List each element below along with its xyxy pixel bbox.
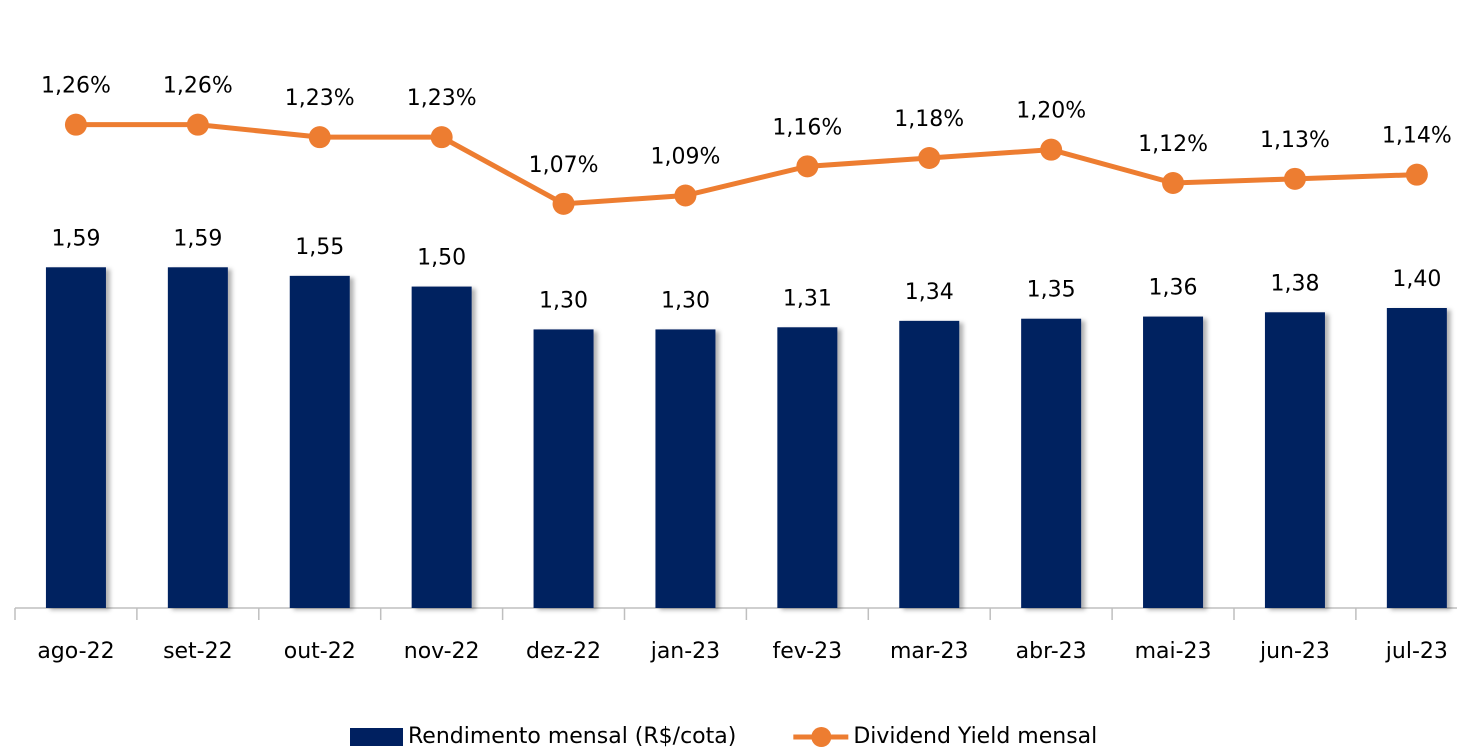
line-point <box>552 192 575 215</box>
bar <box>289 275 350 608</box>
bar <box>1386 308 1447 608</box>
line-value-label: 1,18% <box>894 107 964 132</box>
line-value-label: 1,20% <box>1016 99 1086 124</box>
bar-value-label: 1,30 <box>539 288 588 313</box>
bar-value-label: 1,59 <box>51 226 100 251</box>
bar <box>899 320 960 608</box>
bar <box>1264 312 1325 608</box>
bar-value-label: 1,35 <box>1027 278 1076 303</box>
line-value-label: 1,14% <box>1382 124 1452 149</box>
line-value-label: 1,26% <box>163 74 233 99</box>
line-value-label: 1,12% <box>1138 132 1208 157</box>
bar-value-label: 1,38 <box>1270 271 1319 296</box>
bar-value-label: 1,30 <box>661 288 710 313</box>
x-tick-label: dez-22 <box>526 639 601 664</box>
bar-value-label: 1,34 <box>905 280 954 305</box>
legend-swatch <box>811 727 832 747</box>
line-value-label: 1,09% <box>651 145 721 170</box>
line-point <box>64 113 87 136</box>
x-tick-label: jul-23 <box>1385 639 1448 664</box>
line-value-label: 1,23% <box>285 86 355 111</box>
line <box>75 122 1417 207</box>
bar-value-label: 1,40 <box>1392 267 1441 292</box>
bar <box>533 329 594 608</box>
x-tick-label: abr-23 <box>1016 639 1087 664</box>
legend-label: Dividend Yield mensal <box>853 724 1097 749</box>
bar <box>1143 316 1204 608</box>
bar <box>777 327 838 608</box>
line-point <box>1405 163 1428 186</box>
bar <box>655 329 716 608</box>
bar-value-label: 1,36 <box>1149 276 1198 301</box>
bar <box>167 267 228 608</box>
line-point <box>1283 167 1306 190</box>
bar <box>1021 318 1082 608</box>
line-point <box>674 184 697 207</box>
line-point <box>918 147 941 169</box>
x-tick-label: mai-23 <box>1135 639 1212 664</box>
x-tick-label: jun-23 <box>1259 639 1330 664</box>
x-tick-label: set-22 <box>163 639 233 664</box>
bar-value-label: 1,59 <box>173 226 222 251</box>
line-value-label: 1,13% <box>1260 128 1330 153</box>
bar-value-label: 1,31 <box>783 286 832 311</box>
line-point <box>430 126 453 149</box>
x-tick-label: ago-22 <box>37 639 114 664</box>
line-point <box>796 155 819 178</box>
line-point <box>186 113 209 136</box>
line-point <box>308 126 331 149</box>
bar-value-label: 1,55 <box>295 235 344 260</box>
line-value-label: 1,16% <box>772 115 842 140</box>
x-tick-label: fev-23 <box>773 639 843 664</box>
line-point <box>1040 138 1063 161</box>
line-point <box>1162 172 1185 194</box>
line-value-label: 1,23% <box>407 86 477 111</box>
x-tick-label: out-22 <box>284 639 356 664</box>
x-tick-label: nov-22 <box>404 639 480 664</box>
x-tick-label: jan-23 <box>650 639 720 664</box>
bar <box>411 286 472 608</box>
line-value-label: 1,26% <box>41 74 111 99</box>
legend-label: Rendimento mensal (R$/cota) <box>408 724 736 749</box>
x-tick-label: mar-23 <box>890 639 968 664</box>
bar-value-label: 1,50 <box>417 246 466 271</box>
bar <box>45 267 106 608</box>
line-value-label: 1,07% <box>529 153 599 178</box>
legend-swatch <box>350 728 403 746</box>
